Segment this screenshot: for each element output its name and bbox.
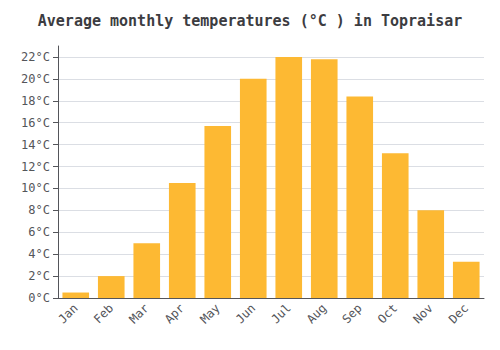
- svg-text:18°C: 18°C: [21, 94, 50, 108]
- svg-text:Apr: Apr: [162, 301, 187, 326]
- svg-text:Aug: Aug: [304, 301, 329, 326]
- svg-text:Jan: Jan: [55, 301, 80, 326]
- svg-text:Jun: Jun: [233, 301, 258, 326]
- svg-text:16°C: 16°C: [21, 116, 50, 130]
- svg-text:20°C: 20°C: [21, 72, 50, 86]
- svg-text:12°C: 12°C: [21, 160, 50, 174]
- svg-text:10°C: 10°C: [21, 181, 50, 195]
- svg-text:Feb: Feb: [91, 301, 116, 326]
- svg-text:Jul: Jul: [268, 301, 293, 326]
- svg-text:May: May: [197, 301, 222, 326]
- svg-text:Mar: Mar: [126, 301, 151, 326]
- svg-text:22°C: 22°C: [21, 50, 50, 64]
- svg-text:6°C: 6°C: [28, 225, 50, 239]
- svg-text:14°C: 14°C: [21, 138, 50, 152]
- svg-text:Nov: Nov: [410, 301, 435, 326]
- svg-text:Dec: Dec: [446, 301, 471, 326]
- svg-text:Average monthly temperatures (: Average monthly temperatures (°C ) in To…: [38, 12, 462, 30]
- svg-text:Oct: Oct: [375, 301, 400, 326]
- svg-text:Sep: Sep: [339, 301, 364, 326]
- svg-text:2°C: 2°C: [28, 269, 50, 283]
- svg-text:0°C: 0°C: [28, 291, 50, 305]
- svg-text:4°C: 4°C: [28, 247, 50, 261]
- svg-text:8°C: 8°C: [28, 203, 50, 217]
